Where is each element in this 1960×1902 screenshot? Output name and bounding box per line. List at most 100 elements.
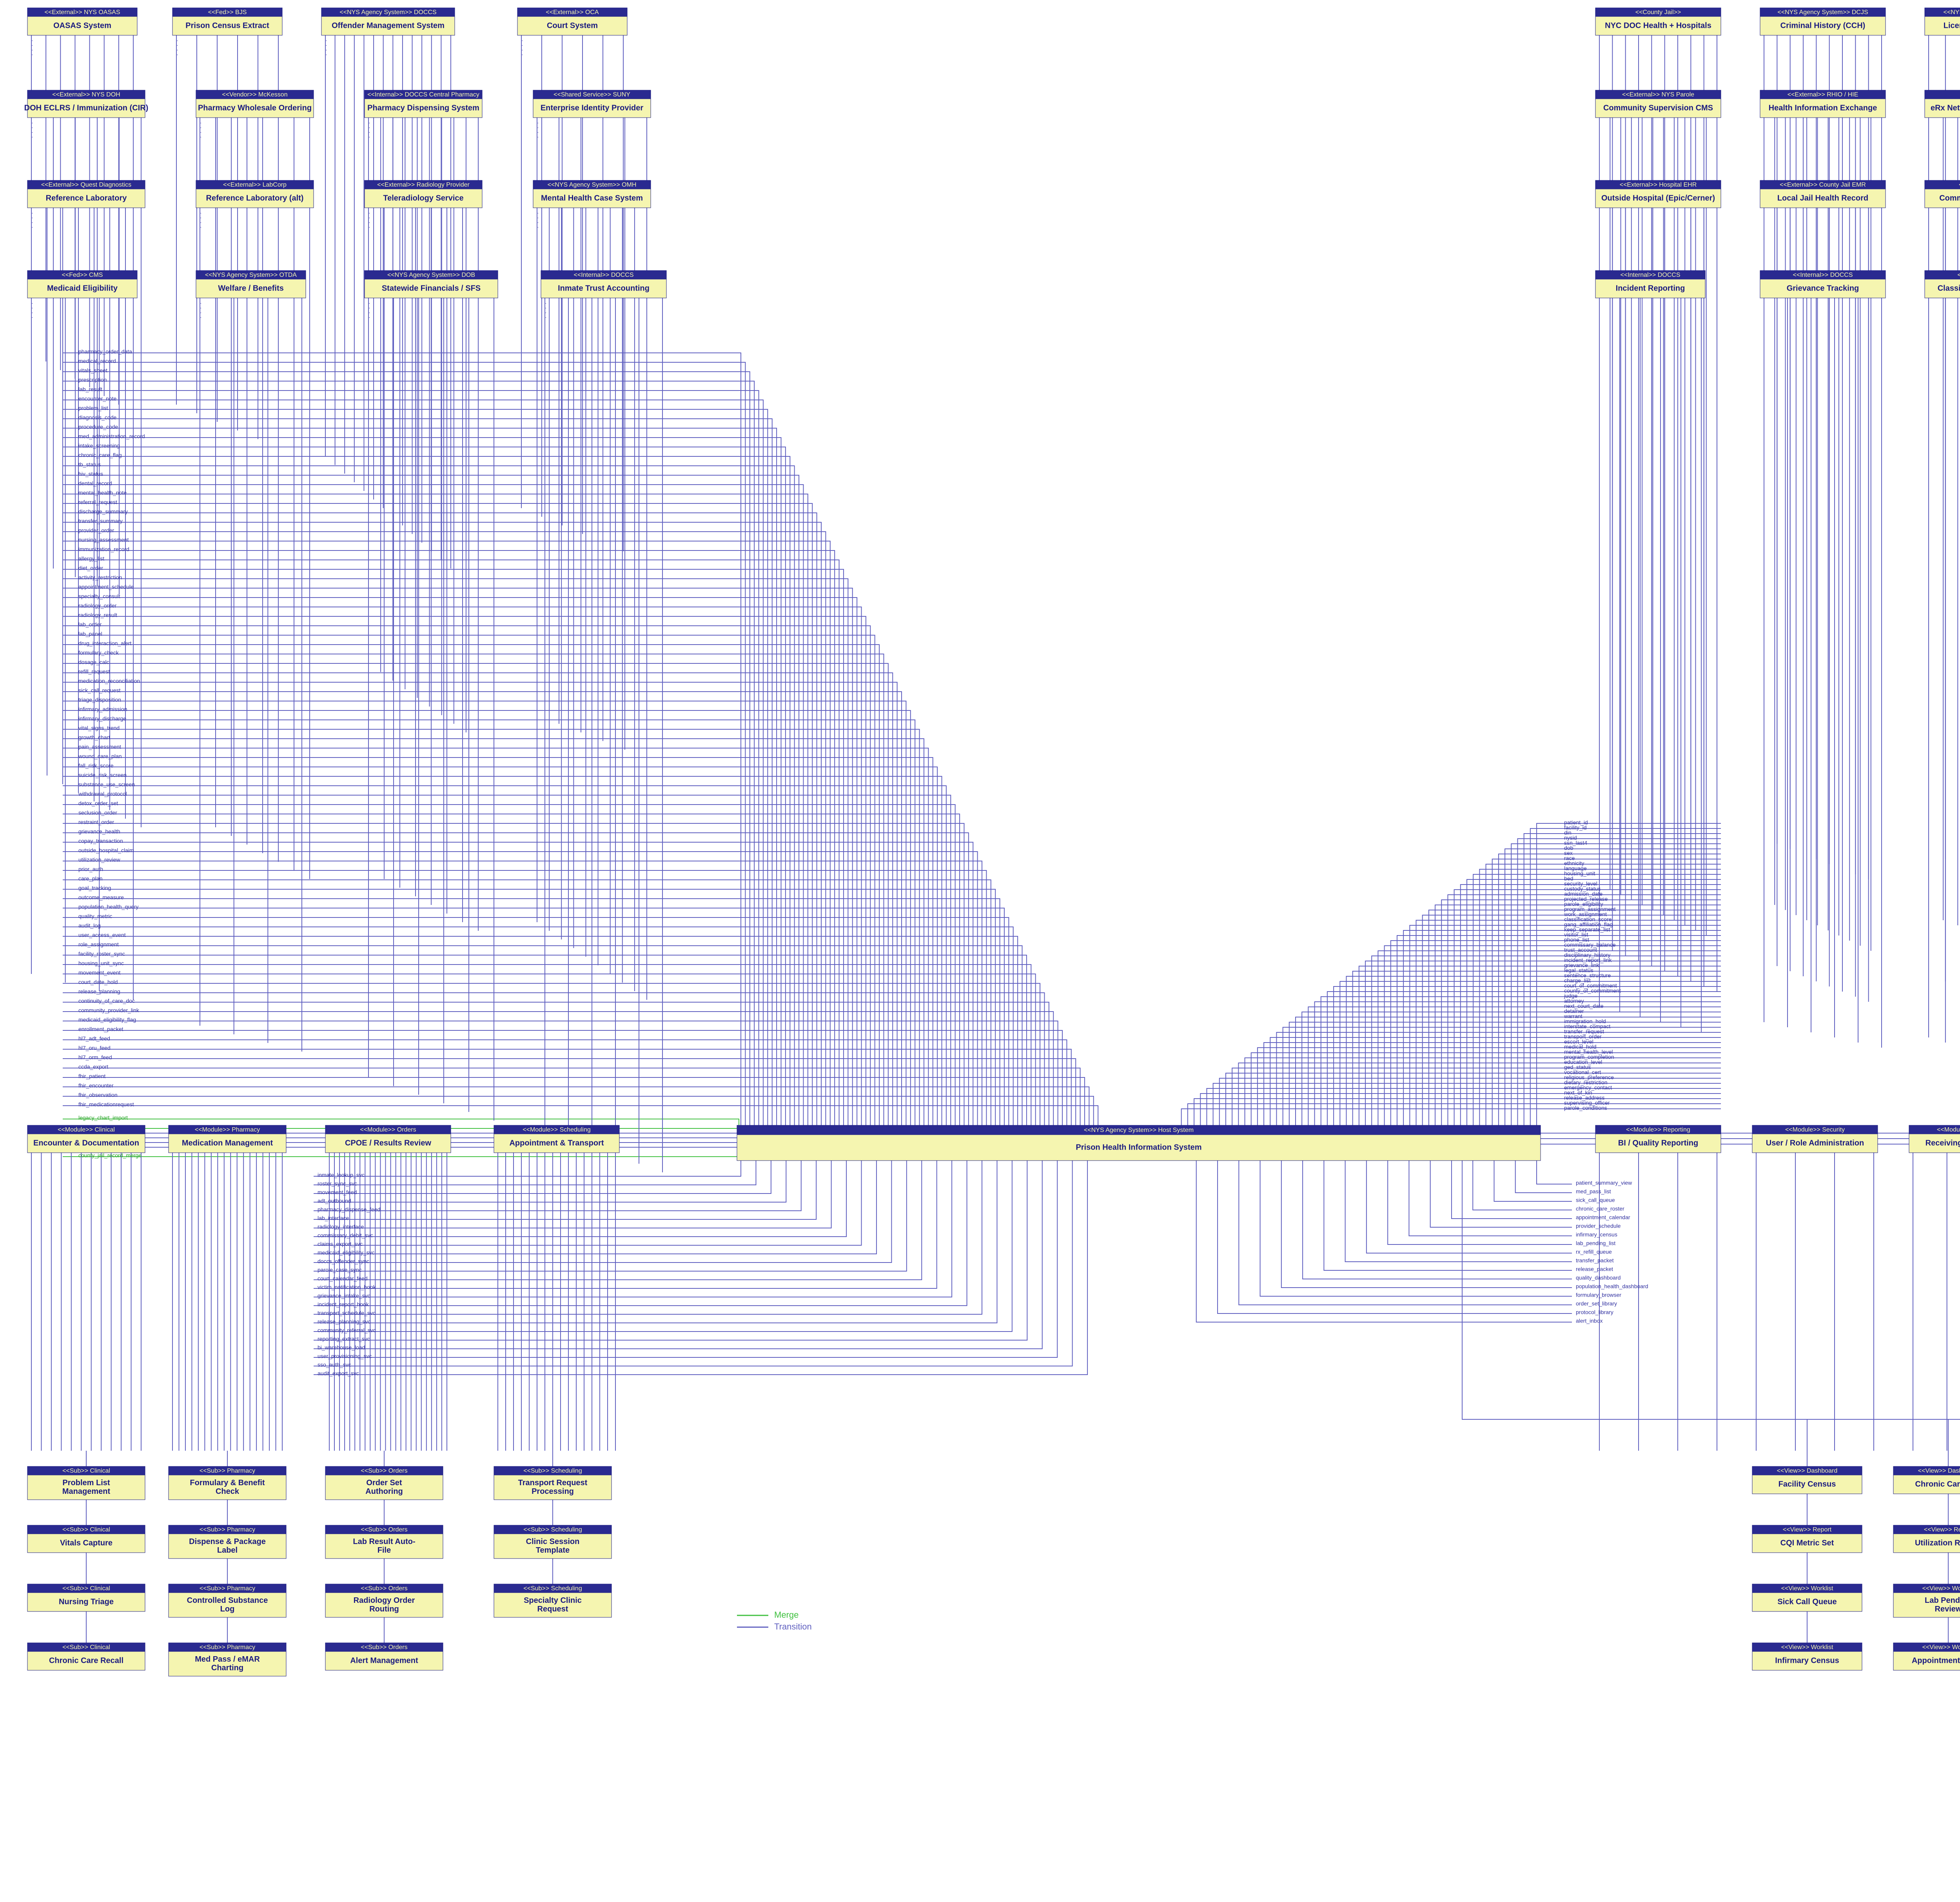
node-n_r7[interactable]: <<Vendor>>eRx Network (Surescripts) — [1925, 90, 1960, 118]
node-n_c3[interactable]: <<External>> Radiology ProviderTeleradio… — [365, 180, 482, 208]
svg-text:chronic_care_flag: chronic_care_flag — [78, 452, 122, 458]
svg-text:infirmary_discharge: infirmary_discharge — [78, 716, 126, 722]
node-n_bl12[interactable]: <<Sub>> PharmacyFormulary & BenefitCheck — [169, 1466, 286, 1500]
svg-text:<<View>> Report: <<View>> Report — [1783, 1526, 1832, 1533]
node-n_r3[interactable]: <<NYS Agency System>> DMVLicense / ID Ve… — [1925, 8, 1960, 35]
svg-text:Medicaid Eligibility: Medicaid Eligibility — [47, 284, 118, 292]
node-n_bl41[interactable]: <<Sub>> ClinicalChronic Care Recall — [27, 1643, 145, 1670]
svg-text:NYC DOC Health + Hospitals: NYC DOC Health + Hospitals — [1605, 21, 1711, 30]
node-n_r15[interactable]: <<Internal>> DOCCSClassification & Movem… — [1925, 271, 1960, 298]
svg-text:procedure_code: procedure_code — [78, 424, 118, 430]
svg-text:grievance_health: grievance_health — [78, 828, 120, 835]
node-n_m6[interactable]: <<Module>> SecurityUser / Role Administr… — [1752, 1125, 1878, 1153]
svg-text:hl7_oru_feed: hl7_oru_feed — [78, 1045, 111, 1051]
node-n_bl14[interactable]: <<Sub>> SchedulingTransport RequestProce… — [494, 1466, 612, 1500]
svg-text:roster_sync_svc: roster_sync_svc — [318, 1181, 357, 1187]
node-n_c4[interactable]: <<NYS Agency System>> OMHMental Health C… — [533, 180, 651, 208]
node-n_d2[interactable]: <<NYS Agency System>> OTDAWelfare / Bene… — [196, 271, 306, 298]
node-n_r14[interactable]: <<Internal>> DOCCSGrievance Tracking — [1760, 271, 1886, 298]
node-n_bl13[interactable]: <<Sub>> OrdersOrder SetAuthoring — [325, 1466, 443, 1500]
svg-text:Merge: Merge — [774, 1610, 799, 1620]
node-n_bl21[interactable]: <<Sub>> ClinicalVitals Capture — [27, 1525, 145, 1553]
node-n_m7[interactable]: <<Module>> IntakeReceiving Screening — [1909, 1125, 1960, 1153]
svg-text:audit_export_svc: audit_export_svc — [318, 1370, 359, 1377]
svg-text:<<View>> Worklist: <<View>> Worklist — [1781, 1585, 1833, 1592]
svg-text:pain_assessment: pain_assessment — [78, 744, 121, 750]
svg-text:drug_interaction_alert: drug_interaction_alert — [78, 640, 132, 647]
node-n_bl23[interactable]: <<Sub>> OrdersLab Result Auto-File — [325, 1525, 443, 1559]
node-n_bl31[interactable]: <<Sub>> ClinicalNursing Triage — [27, 1584, 145, 1611]
svg-text:·: · — [31, 224, 33, 230]
node-n_c1[interactable]: <<External>> Quest DiagnosticsReference … — [27, 180, 145, 208]
node-n_bl34[interactable]: <<Sub>> SchedulingSpecialty ClinicReques… — [494, 1584, 612, 1617]
node-n_d3[interactable]: <<NYS Agency System>> DOBStatewide Finan… — [365, 271, 498, 298]
node-n_b2[interactable]: <<Vendor>> McKessonPharmacy Wholesale Or… — [196, 90, 314, 118]
node-n_m2[interactable]: <<Module>> PharmacyMedication Management — [169, 1125, 286, 1153]
node-n_r2[interactable]: <<NYS Agency System>> DCJSCriminal Histo… — [1760, 8, 1886, 35]
node-n_a1[interactable]: <<External>> NYS OASASOASAS System — [27, 8, 137, 35]
svg-text:Utilization Review: Utilization Review — [1915, 1539, 1960, 1547]
svg-text:<<Sub>> Orders: <<Sub>> Orders — [361, 1526, 407, 1533]
svg-text:<<Sub>> Clinical: <<Sub>> Clinical — [62, 1468, 110, 1474]
svg-text:claims_export_svc: claims_export_svc — [318, 1241, 363, 1247]
svg-text:population_health_query: population_health_query — [78, 904, 138, 910]
svg-text:refill_request: refill_request — [78, 669, 110, 675]
node-n_a3[interactable]: <<NYS Agency System>> DOCCSOffender Mana… — [321, 8, 455, 35]
svg-text:Chronic Care Due: Chronic Care Due — [1915, 1480, 1960, 1488]
node-n_b3[interactable]: <<Internal>> DOCCS Central PharmacyPharm… — [365, 90, 482, 118]
svg-text:fhir_observation: fhir_observation — [78, 1092, 118, 1098]
svg-text:chronic_care_roster: chronic_care_roster — [1576, 1206, 1624, 1212]
node-n_bl43[interactable]: <<Sub>> OrdersAlert Management — [325, 1643, 443, 1670]
svg-text:<<NYS Agency System>> DOB: <<NYS Agency System>> DOB — [387, 272, 475, 278]
svg-text:outside_hospital_claim: outside_hospital_claim — [78, 847, 134, 854]
node-n_a2[interactable]: <<Fed>> BJSPrison Census Extract — [172, 8, 282, 35]
node-n_bl11[interactable]: <<Sub>> ClinicalProblem ListManagement — [27, 1466, 145, 1500]
svg-text:radiology_order: radiology_order — [78, 603, 117, 609]
node-n_br42[interactable]: <<View>> WorklistAppointment Today — [1893, 1643, 1960, 1670]
architecture-diagram: pharmacy_order_datamedical_recordvitals_… — [0, 0, 1960, 1902]
node-n_r1[interactable]: <<County Jail>>NYC DOC Health + Hospital… — [1595, 8, 1721, 35]
svg-text:lab_interface: lab_interface — [318, 1215, 349, 1221]
node-n_bl22[interactable]: <<Sub>> PharmacyDispense & PackageLabel — [169, 1525, 286, 1559]
node-central[interactable]: <<NYS Agency System>> Host SystemPrison … — [737, 1125, 1541, 1161]
node-n_bl33[interactable]: <<Sub>> OrdersRadiology OrderRouting — [325, 1584, 443, 1617]
svg-text:<<Module>> Security: <<Module>> Security — [1785, 1126, 1845, 1133]
node-n_br22[interactable]: <<View>> ReportUtilization Review — [1893, 1525, 1960, 1553]
node-n_c2[interactable]: <<External>> LabCorpReference Laboratory… — [196, 180, 314, 208]
node-n_r6[interactable]: <<External>> RHIO / HIEHealth Informatio… — [1760, 90, 1886, 118]
node-n_br21[interactable]: <<View>> ReportCQI Metric Set — [1752, 1525, 1862, 1553]
svg-text:<<View>> Dashboard: <<View>> Dashboard — [1777, 1468, 1837, 1474]
node-n_r10[interactable]: <<External>> County Jail EMRLocal Jail H… — [1760, 180, 1886, 208]
node-n_r9[interactable]: <<External>> Hospital EHROutside Hospita… — [1595, 180, 1721, 208]
node-n_m3[interactable]: <<Module>> OrdersCPOE / Results Review — [325, 1125, 451, 1153]
node-n_m4[interactable]: <<Module>> SchedulingAppointment & Trans… — [494, 1125, 619, 1153]
node-n_d4[interactable]: <<Internal>> DOCCSInmate Trust Accountin… — [541, 271, 666, 298]
svg-text:infirmary_census: infirmary_census — [1576, 1232, 1617, 1238]
svg-text:bi_warehouse_load: bi_warehouse_load — [318, 1344, 365, 1351]
node-n_bl42[interactable]: <<Sub>> PharmacyMed Pass / eMARCharting — [169, 1643, 286, 1676]
node-n_b4[interactable]: <<Shared Service>> SUNYEnterprise Identi… — [533, 90, 651, 118]
node-n_bl24[interactable]: <<Sub>> SchedulingClinic SessionTemplate — [494, 1525, 612, 1559]
node-n_br41[interactable]: <<View>> WorklistInfirmary Census — [1752, 1643, 1862, 1670]
svg-text:formulary_browser: formulary_browser — [1576, 1292, 1621, 1298]
node-n_br12[interactable]: <<View>> DashboardChronic Care Due — [1893, 1466, 1960, 1494]
svg-text:medicaid_eligibility_flag: medicaid_eligibility_flag — [78, 1017, 136, 1023]
node-n_bl32[interactable]: <<Sub>> PharmacyControlled SubstanceLog — [169, 1584, 286, 1617]
node-n_r5[interactable]: <<External>> NYS ParoleCommunity Supervi… — [1595, 90, 1721, 118]
node-n_r11[interactable]: <<External>> FQHCCommunity Health Center — [1925, 180, 1960, 208]
node-n_d1[interactable]: <<Fed>> CMSMedicaid Eligibility — [27, 271, 137, 298]
node-n_m1[interactable]: <<Module>> ClinicalEncounter & Documenta… — [27, 1125, 145, 1153]
node-n_a4[interactable]: <<External>> OCACourt System — [517, 8, 627, 35]
svg-text:·: · — [200, 314, 202, 320]
svg-text:<<External>> OCA: <<External>> OCA — [546, 9, 599, 16]
svg-text:withdrawal_protocol: withdrawal_protocol — [78, 791, 127, 797]
node-n_br32[interactable]: <<View>> WorklistLab PendingReview — [1893, 1584, 1960, 1617]
node-n_br31[interactable]: <<View>> WorklistSick Call Queue — [1752, 1584, 1862, 1611]
node-n_r13[interactable]: <<Internal>> DOCCSIncident Reporting — [1595, 271, 1705, 298]
svg-text:Health Information Exchange: Health Information Exchange — [1769, 104, 1877, 112]
node-n_b1[interactable]: <<External>> NYS DOHDOH ECLRS / Immuniza… — [24, 90, 149, 118]
svg-text:<<Module>> Reporting: <<Module>> Reporting — [1626, 1126, 1690, 1133]
svg-text:medical_record: medical_record — [78, 358, 116, 364]
node-n_br11[interactable]: <<View>> DashboardFacility Census — [1752, 1466, 1862, 1494]
node-n_m5[interactable]: <<Module>> ReportingBI / Quality Reporti… — [1595, 1125, 1721, 1153]
